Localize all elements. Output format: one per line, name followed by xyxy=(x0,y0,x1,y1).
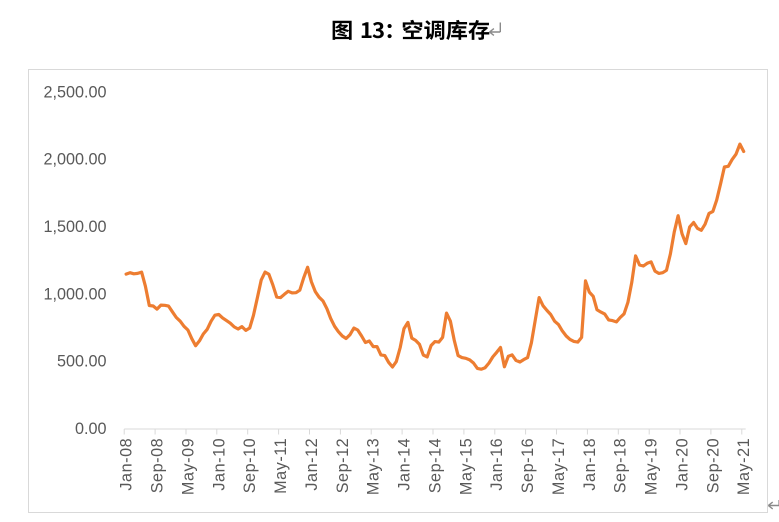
svg-text:Jan-08: Jan-08 xyxy=(118,438,136,491)
svg-text:Sep-20: Sep-20 xyxy=(704,438,722,494)
svg-text:May-15: May-15 xyxy=(457,438,475,495)
svg-text:2,000.00: 2,000.00 xyxy=(43,151,106,169)
svg-text:Jan-18: Jan-18 xyxy=(581,438,599,491)
svg-text:May-17: May-17 xyxy=(550,438,568,495)
svg-text:1,000.00: 1,000.00 xyxy=(43,285,106,303)
svg-text:Jan-12: Jan-12 xyxy=(303,438,321,491)
svg-text:Sep-12: Sep-12 xyxy=(334,438,352,494)
svg-text:0.00: 0.00 xyxy=(75,420,107,438)
svg-text:Sep-08: Sep-08 xyxy=(149,438,167,494)
svg-text:May-19: May-19 xyxy=(643,438,661,495)
svg-text:Jan-14: Jan-14 xyxy=(396,438,414,491)
svg-text:Jan-16: Jan-16 xyxy=(488,438,506,491)
svg-text:2,500.00: 2,500.00 xyxy=(43,83,106,101)
svg-text:May-21: May-21 xyxy=(735,438,753,495)
svg-text:May-09: May-09 xyxy=(179,438,197,495)
svg-text:Sep-18: Sep-18 xyxy=(612,438,630,494)
svg-text:500.00: 500.00 xyxy=(57,353,107,371)
svg-text:Jan-20: Jan-20 xyxy=(674,438,692,491)
svg-text:Sep-14: Sep-14 xyxy=(426,438,444,494)
svg-text:May-13: May-13 xyxy=(365,438,383,495)
svg-text:May-11: May-11 xyxy=(272,438,290,494)
svg-text:Sep-10: Sep-10 xyxy=(241,438,259,494)
svg-text:Sep-16: Sep-16 xyxy=(519,438,537,494)
svg-text:Jan-10: Jan-10 xyxy=(210,438,228,491)
svg-text:1,500.00: 1,500.00 xyxy=(43,218,106,236)
